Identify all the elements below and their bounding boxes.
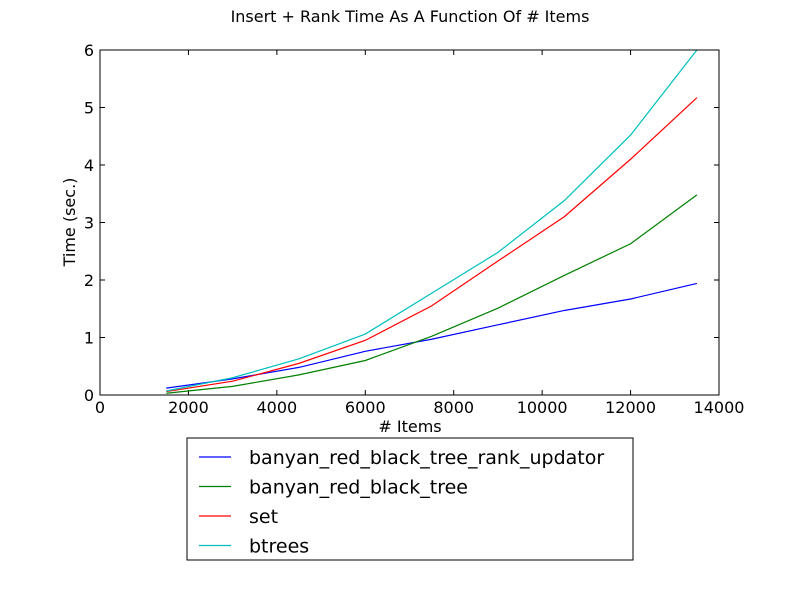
y-tick-label: 2	[84, 271, 94, 290]
x-tick-label: 6000	[345, 398, 386, 417]
series-line-btrees	[166, 49, 698, 392]
series-line-banyan-red-black-tree	[166, 194, 698, 394]
y-tick-label: 5	[84, 99, 94, 118]
series-lines	[166, 49, 698, 394]
x-tick-label: 4000	[256, 398, 297, 417]
legend-label: banyan_red_black_tree_rank_updator	[249, 447, 604, 469]
y-tick-label: 3	[84, 214, 94, 233]
series-line-set	[166, 97, 698, 393]
x-tick-label: 2000	[168, 398, 209, 417]
x-tick-label: 10000	[517, 398, 568, 417]
y-axis-ticks: 0 1 2 3 4 5 6	[84, 41, 719, 405]
y-tick-label: 4	[84, 156, 94, 175]
chart-title: Insert + Rank Time As A Function Of # It…	[231, 7, 590, 26]
x-tick-label: 8000	[433, 398, 474, 417]
y-axis-label: Time (sec.)	[60, 178, 79, 268]
y-tick-label: 1	[84, 329, 94, 348]
legend-label: btrees	[249, 536, 309, 558]
y-tick-label: 6	[84, 41, 94, 60]
legend-label: banyan_red_black_tree	[249, 477, 468, 499]
legend-label: set	[249, 506, 278, 528]
legend-items: banyan_red_black_tree_rank_updatorbanyan…	[199, 447, 604, 558]
x-tick-label: 12000	[605, 398, 656, 417]
x-tick-label: 14000	[694, 398, 745, 417]
plot-area-frame	[99, 49, 720, 396]
x-axis-label: # Items	[378, 417, 441, 436]
y-tick-label: 0	[84, 386, 94, 405]
x-axis-ticks: 0 2000 4000 6000 8000 10000 12000 14000	[95, 50, 745, 417]
legend: banyan_red_black_tree_rank_updatorbanyan…	[186, 437, 634, 561]
x-tick-label: 0	[95, 398, 105, 417]
legend-frame	[186, 437, 634, 561]
